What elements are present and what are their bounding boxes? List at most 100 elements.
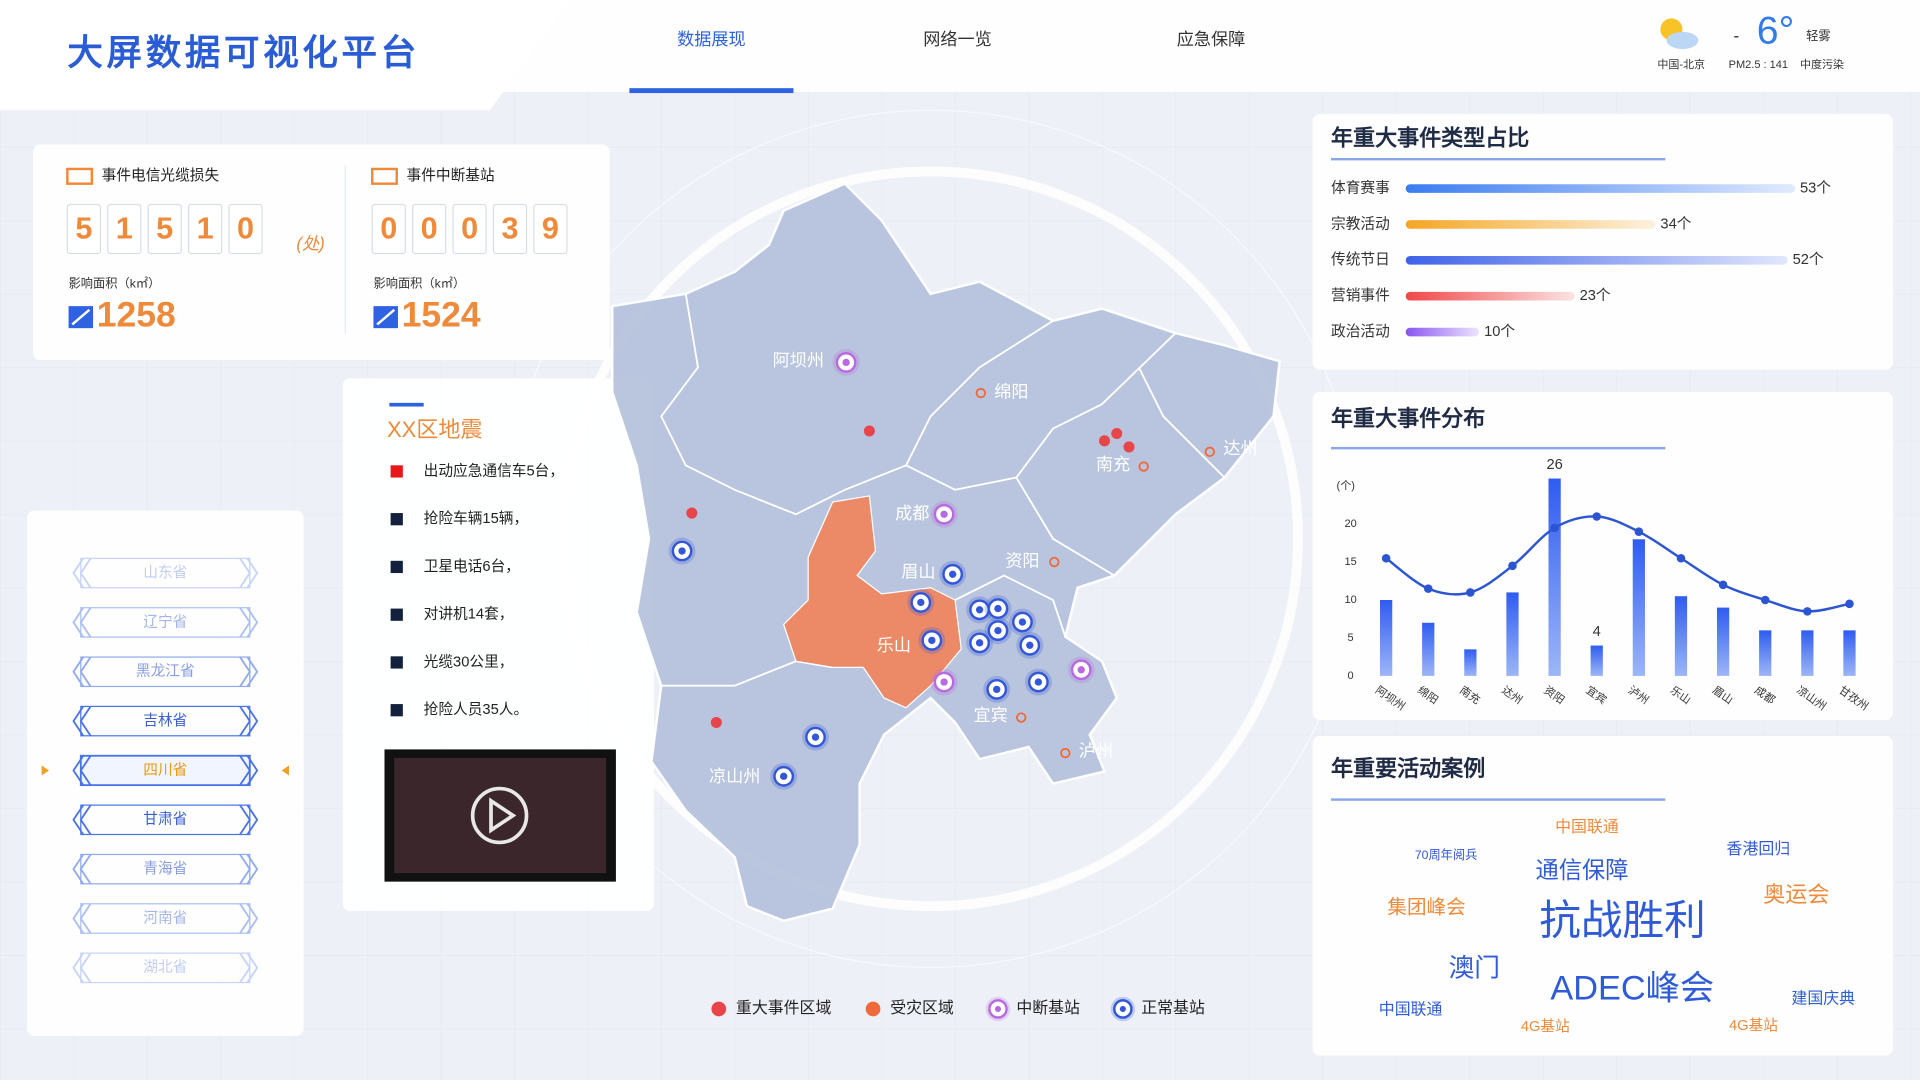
bar xyxy=(1380,600,1393,676)
nav-item[interactable]: 网络一览 xyxy=(923,29,992,49)
city-label: 乐山 xyxy=(877,635,911,655)
event-marker xyxy=(710,716,722,728)
city-dot xyxy=(1204,446,1216,458)
legend-icon xyxy=(994,1005,1002,1013)
nav-item[interactable]: 应急保障 xyxy=(1177,29,1246,49)
play-button xyxy=(470,786,529,845)
event-item: 对讲机14套， xyxy=(424,606,514,623)
province-item[interactable]: 黑龙江省 xyxy=(72,656,259,688)
normal-station-dot xyxy=(993,685,1001,694)
digit-box xyxy=(533,203,568,255)
word: 抗战胜利 xyxy=(1539,896,1706,943)
bar xyxy=(1405,256,1788,265)
map-border xyxy=(905,332,1177,491)
province-item[interactable]: 河南省 xyxy=(72,903,259,934)
area-label: 影响面积（k㎡） xyxy=(69,275,161,290)
province-name: 甘肃省 xyxy=(143,811,187,828)
province-item[interactable]: 辽宁省 xyxy=(72,607,259,638)
province-bracket xyxy=(72,952,259,984)
province-item[interactable]: 甘肃省 xyxy=(72,804,259,836)
legend-label: 受灾区域 xyxy=(890,999,954,1017)
city-label: 南充 xyxy=(1096,454,1130,474)
word: 奥运会 xyxy=(1763,882,1829,907)
line-point xyxy=(1592,512,1602,521)
play-icon xyxy=(489,797,517,834)
weather-sign: - xyxy=(1733,25,1739,45)
weather-pollution: 中度污染 xyxy=(1800,57,1844,71)
weather-pm: PM2.5 : 141 xyxy=(1729,59,1788,71)
province-box xyxy=(80,557,251,589)
normal-station-dot xyxy=(975,606,984,614)
province-item[interactable]: 吉林省 xyxy=(72,705,259,737)
line-point xyxy=(1676,553,1686,563)
nav-item[interactable]: 数据展现 xyxy=(677,29,746,49)
event-title: XX区地震 xyxy=(387,417,482,442)
bar xyxy=(1422,622,1435,676)
digit: 9 xyxy=(542,211,559,245)
normal-station-dot xyxy=(1018,618,1027,626)
province-item[interactable]: 山东省 xyxy=(72,557,259,589)
interrupted-station-dot xyxy=(1077,666,1085,674)
city-dot xyxy=(975,387,987,399)
bar xyxy=(1464,649,1477,676)
event-item: 光缆30公里， xyxy=(424,653,514,670)
province-item[interactable]: 四川省 xyxy=(41,754,289,787)
legend-icon xyxy=(1119,1005,1126,1013)
normal-station-dot xyxy=(1034,678,1043,686)
bar-value-label: 52个 xyxy=(1793,251,1824,268)
video-thumbnail[interactable] xyxy=(384,749,616,882)
bar-value-label: 23个 xyxy=(1580,287,1611,304)
normal-station-dot xyxy=(994,604,1002,613)
line-point xyxy=(1845,599,1854,609)
weather-condition: 轻雾 xyxy=(1806,29,1830,43)
province-item[interactable]: 青海省 xyxy=(72,853,259,885)
digit-box xyxy=(66,203,102,255)
province-name: 辽宁省 xyxy=(143,613,187,630)
y-tick-label: 5 xyxy=(1348,632,1354,644)
digit: 3 xyxy=(501,211,518,245)
line-point xyxy=(1760,595,1770,605)
digit-box xyxy=(452,203,487,255)
stat-icon xyxy=(371,167,398,185)
normal-station-dot xyxy=(917,598,925,607)
digit-box xyxy=(107,203,142,255)
bar xyxy=(1405,327,1480,337)
line-point xyxy=(1381,553,1391,563)
line-point xyxy=(1718,580,1728,590)
province-name: 山东省 xyxy=(143,564,187,581)
legend-label: 中断基站 xyxy=(1016,999,1080,1017)
title-underline xyxy=(1331,798,1666,801)
city-dot xyxy=(1138,461,1149,472)
stat-label: 事件中断基站 xyxy=(407,167,495,184)
event-bullet xyxy=(390,465,403,478)
weather-temp: 6° xyxy=(1757,9,1794,52)
word: 澳门 xyxy=(1449,954,1500,983)
digit: 0 xyxy=(237,211,254,245)
map-border xyxy=(1015,477,1115,577)
bar xyxy=(1506,592,1519,676)
event-marker xyxy=(686,507,698,519)
city-label: 宜宾 xyxy=(973,705,1007,725)
legend-label: 正常基站 xyxy=(1141,999,1205,1017)
province-item[interactable]: 湖北省 xyxy=(72,952,259,984)
activities-panel xyxy=(1312,735,1894,1056)
bar-category: 政治活动 xyxy=(1331,323,1390,340)
word: 中国联通 xyxy=(1379,1000,1443,1018)
chart-title: 年重要活动案例 xyxy=(1331,756,1485,781)
digit-box xyxy=(228,203,263,255)
header-title-bg xyxy=(0,0,570,111)
area-icon-stroke xyxy=(376,308,396,326)
city-dot xyxy=(1016,712,1027,723)
bar xyxy=(1548,478,1561,676)
event-bullet xyxy=(390,704,403,717)
digit: 5 xyxy=(156,211,173,245)
province-name: 四川省 xyxy=(143,761,187,778)
digit-box xyxy=(492,203,528,255)
city-label: 达州 xyxy=(1223,438,1257,458)
area-label: 影响面积（k㎡） xyxy=(373,275,465,290)
bar-category: 传统节日 xyxy=(1331,251,1390,268)
weather-icon xyxy=(1660,18,1699,49)
area-value: 1258 xyxy=(97,295,176,335)
